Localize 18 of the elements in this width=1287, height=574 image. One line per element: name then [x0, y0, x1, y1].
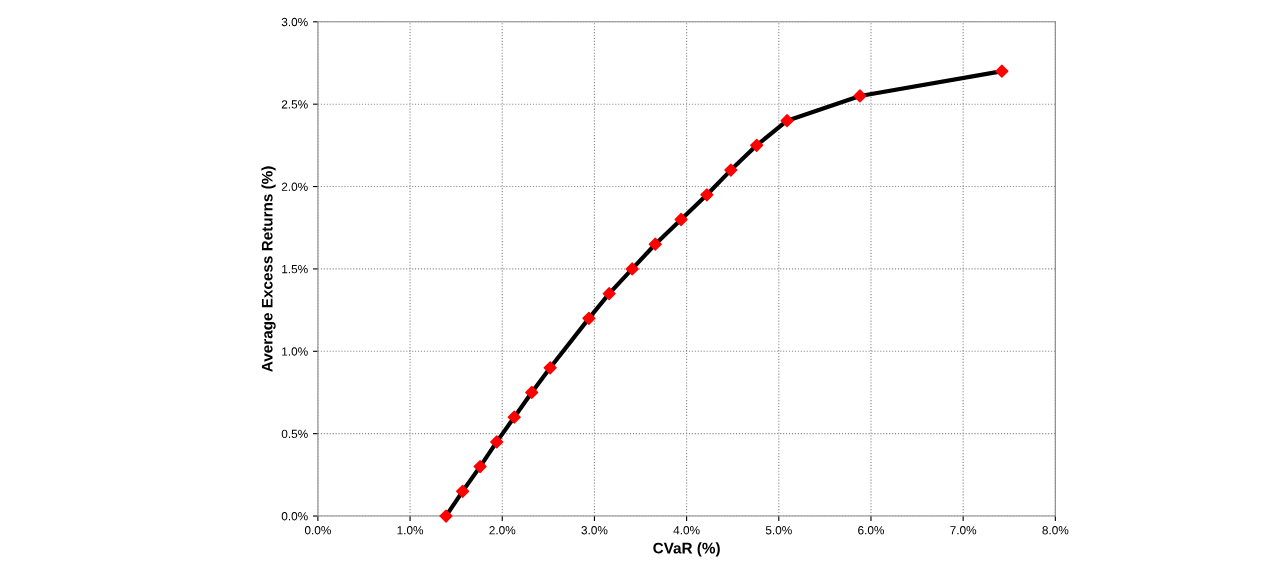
y-tick-label: 1.5%: [282, 265, 308, 274]
y-tick-label: 3.0%: [281, 17, 308, 27]
x-tick-label: 5.0%: [765, 526, 792, 535]
y-tick-label: 2.5%: [281, 100, 308, 109]
x-tick-label: 4.0%: [673, 526, 700, 535]
x-tick-label: 8.0%: [1042, 526, 1069, 535]
x-tick-label: 6.0%: [858, 526, 885, 535]
x-tick-label: 1.0%: [397, 526, 424, 535]
x-tick-label: 2.0%: [489, 526, 516, 535]
y-tick-label: 0.5%: [281, 429, 308, 439]
x-tick-label: 7.0%: [950, 526, 977, 535]
y-axis-title: Average Excess Returns (%): [261, 166, 276, 372]
x-tick-label: 0.0%: [304, 526, 331, 535]
y-tick-label: 1.0%: [282, 347, 308, 356]
y-tick-label: 0.0%: [281, 512, 308, 521]
x-axis-title: CVaR (%): [653, 542, 720, 557]
x-tick-label: 3.0%: [581, 526, 608, 535]
y-tick-label: 2.0%: [281, 182, 308, 191]
